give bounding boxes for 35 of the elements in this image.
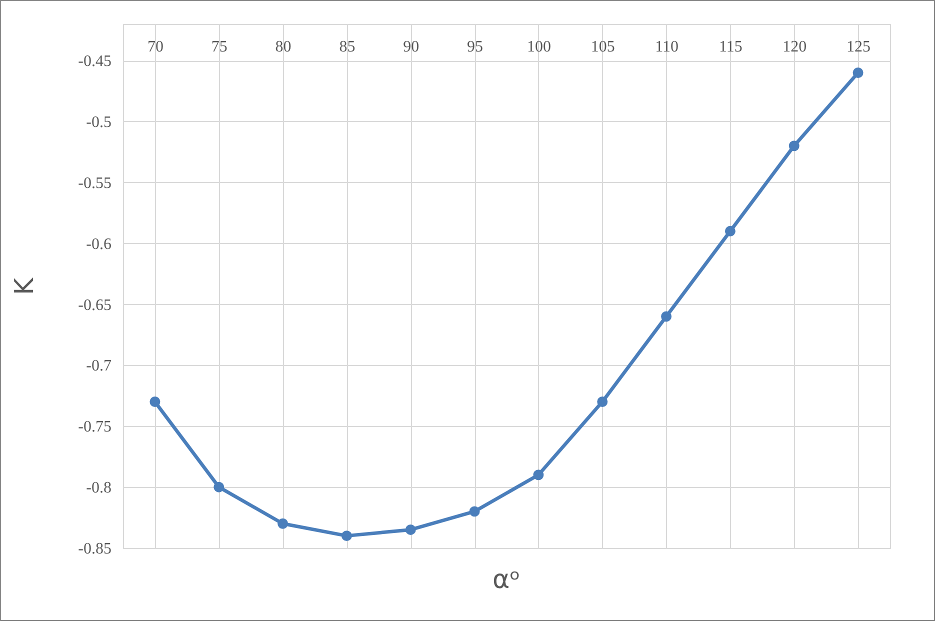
x-tick-label: 75 <box>211 38 228 56</box>
y-tick-label: -0.65 <box>78 296 112 314</box>
point <box>405 524 416 535</box>
point <box>278 518 288 529</box>
y-tick-label: -0.55 <box>78 174 112 192</box>
x-tick-label: 110 <box>655 38 678 56</box>
x-tick-label: 125 <box>846 38 871 56</box>
y-tick-label: -0.5 <box>86 114 112 131</box>
x-tick-label: 85 <box>339 38 356 56</box>
y-tick-label: -0.8 <box>86 480 112 497</box>
x-tick-label: 80 <box>275 38 292 56</box>
point <box>214 482 224 492</box>
point <box>469 506 480 517</box>
x-axis-title: αᵒ <box>492 565 520 595</box>
y-tick-label: -0.85 <box>78 540 112 558</box>
point <box>788 140 800 152</box>
x-tick-label: 100 <box>526 38 551 56</box>
x-tick-label: 120 <box>782 38 807 56</box>
y-tick-label: -0.7 <box>86 358 112 375</box>
point <box>724 226 736 236</box>
y-tick-label: -0.6 <box>86 236 112 253</box>
point <box>533 470 544 480</box>
y-axis-title: K <box>10 277 40 296</box>
point <box>852 68 864 78</box>
x-tick-label: 90 <box>403 38 420 56</box>
x-tick-label: 115 <box>719 38 742 56</box>
point <box>597 396 608 407</box>
point <box>341 530 352 542</box>
x-tick-label: 70 <box>147 38 164 56</box>
x-tick-label: 105 <box>590 38 615 56</box>
x-tick-label: 95 <box>467 38 484 56</box>
point <box>150 396 160 407</box>
y-tick-label: -0.45 <box>78 53 112 70</box>
point <box>661 311 672 322</box>
y-tick-label: -0.75 <box>78 418 112 436</box>
